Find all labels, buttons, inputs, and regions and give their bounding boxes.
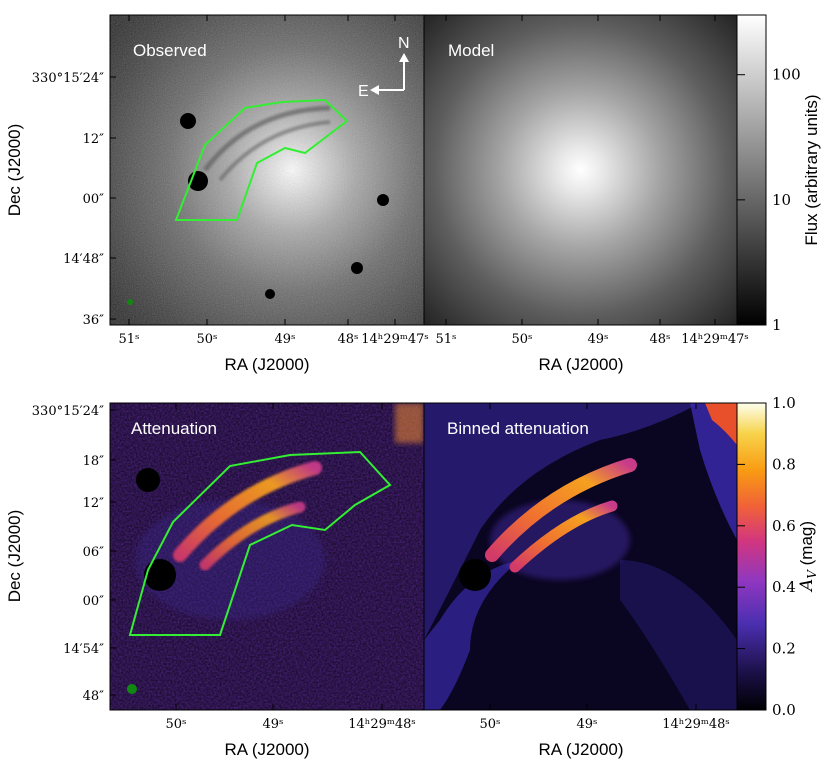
av-colorbar-tick-label: 0.0 <box>772 701 796 719</box>
psf-marker <box>127 299 133 305</box>
observed-y-tick-label: 14′48″ <box>63 252 104 267</box>
masked-star <box>136 468 160 492</box>
compass-north-label: N <box>398 35 410 52</box>
y-axis-label-attenuation: Dec (J2000) <box>5 510 24 603</box>
masked-star <box>377 194 389 206</box>
attenuation-y-tick-label: 48″ <box>83 689 105 704</box>
x-axis-label-attenuation: RA (J2000) <box>224 740 309 759</box>
av-colorbar-tick-label: 0.2 <box>772 640 796 658</box>
model-x-tick-label: 48ˢ <box>650 332 671 347</box>
observed-y-tick-label: 36″ <box>83 313 105 328</box>
panel-title-binned: Binned attenuation <box>447 419 589 438</box>
attenuation-x-tick-label: 50ˢ <box>166 717 187 732</box>
analysis-region-outline <box>128 450 392 636</box>
av-colorbar-tick-label: 0.4 <box>772 578 796 596</box>
model-x-tick-label: 49ˢ <box>588 332 609 347</box>
model-x-tick-label: 51ˢ <box>436 332 457 347</box>
analysis-region-outline <box>174 98 349 221</box>
model-panel: Model <box>423 14 738 326</box>
attenuation-y-tick-label: 14′54″ <box>63 642 104 657</box>
x-axis-label-binned: RA (J2000) <box>538 740 623 759</box>
attenuation-y-tick-label: 18″ <box>83 454 105 469</box>
model-image <box>424 15 737 325</box>
attenuation-panel: Attenuation <box>109 402 425 711</box>
binned-x-tick-label: 49ˢ <box>577 717 598 732</box>
binned-x-tick-label: 14ʰ29ᵐ48ˢ <box>662 717 730 732</box>
attenuation-y-tick-label: 12″ <box>83 496 105 511</box>
masked-star <box>180 113 196 129</box>
attenuation-y-tick-label: 00″ <box>83 594 105 609</box>
panel-title-model: Model <box>448 41 494 60</box>
observed-x-tick-label: 48ˢ <box>338 332 359 347</box>
x-axis-label-model: RA (J2000) <box>538 355 623 374</box>
attenuation-y-tick-label: 06″ <box>83 545 105 560</box>
masked-star <box>265 289 275 299</box>
compass-east-label: E <box>358 83 369 100</box>
masked-star <box>351 262 363 274</box>
psf-marker <box>127 684 137 694</box>
observed-y-tick-label: 12″ <box>83 132 105 147</box>
flux-colorbar-tick-label: 100 <box>772 66 801 84</box>
av-colorbar-tick-label: 1.0 <box>772 394 796 412</box>
observed-y-tick-label: 330°15′24″ <box>32 71 104 86</box>
masked-star <box>459 559 491 591</box>
flux-colorbar: 1 10 100 Flux (arbitrary units) <box>736 14 821 334</box>
observed-x-tick-label: 14ʰ29ᵐ47ˢ <box>361 332 429 347</box>
compass: N E <box>358 35 410 100</box>
av-colorbar-tick-label: 0.6 <box>772 517 796 535</box>
masked-star <box>144 559 176 591</box>
observed-y-tick-label: 00″ <box>83 192 105 207</box>
binned-attenuation-panel: Binned attenuation <box>423 402 738 711</box>
av-colorbar: 0.0 0.2 0.4 0.6 0.8 1.0 AV (mag) <box>736 394 819 719</box>
model-x-tick-label: 50ˢ <box>512 332 533 347</box>
observed-x-tick-label: 49ˢ <box>275 332 296 347</box>
flux-colorbar-tick-label: 1 <box>772 316 782 334</box>
av-colorbar-label: AV (mag) <box>797 521 819 593</box>
binned-x-tick-label: 50ˢ <box>480 717 501 732</box>
x-axis-label-observed: RA (J2000) <box>224 355 309 374</box>
panel-title-attenuation: Attenuation <box>131 419 217 438</box>
observed-panel: N E Observed <box>109 14 425 326</box>
attenuation-y-tick-label: 330°15′24″ <box>32 404 104 419</box>
model-x-tick-label: 14ʰ29ᵐ47ˢ <box>681 332 749 347</box>
observed-x-tick-label: 50ˢ <box>197 332 218 347</box>
attenuation-x-tick-label: 49ˢ <box>263 717 284 732</box>
observed-x-tick-label: 51ˢ <box>119 332 140 347</box>
flux-colorbar-label: Flux (arbitrary units) <box>802 94 821 245</box>
flux-colorbar-tick-label: 10 <box>772 191 791 209</box>
y-axis-label-observed: Dec (J2000) <box>5 124 24 217</box>
av-colorbar-tick-label: 0.8 <box>772 455 796 473</box>
attenuation-x-tick-label: 14ʰ29ᵐ48ˢ <box>348 717 416 732</box>
panel-title-observed: Observed <box>133 41 207 60</box>
